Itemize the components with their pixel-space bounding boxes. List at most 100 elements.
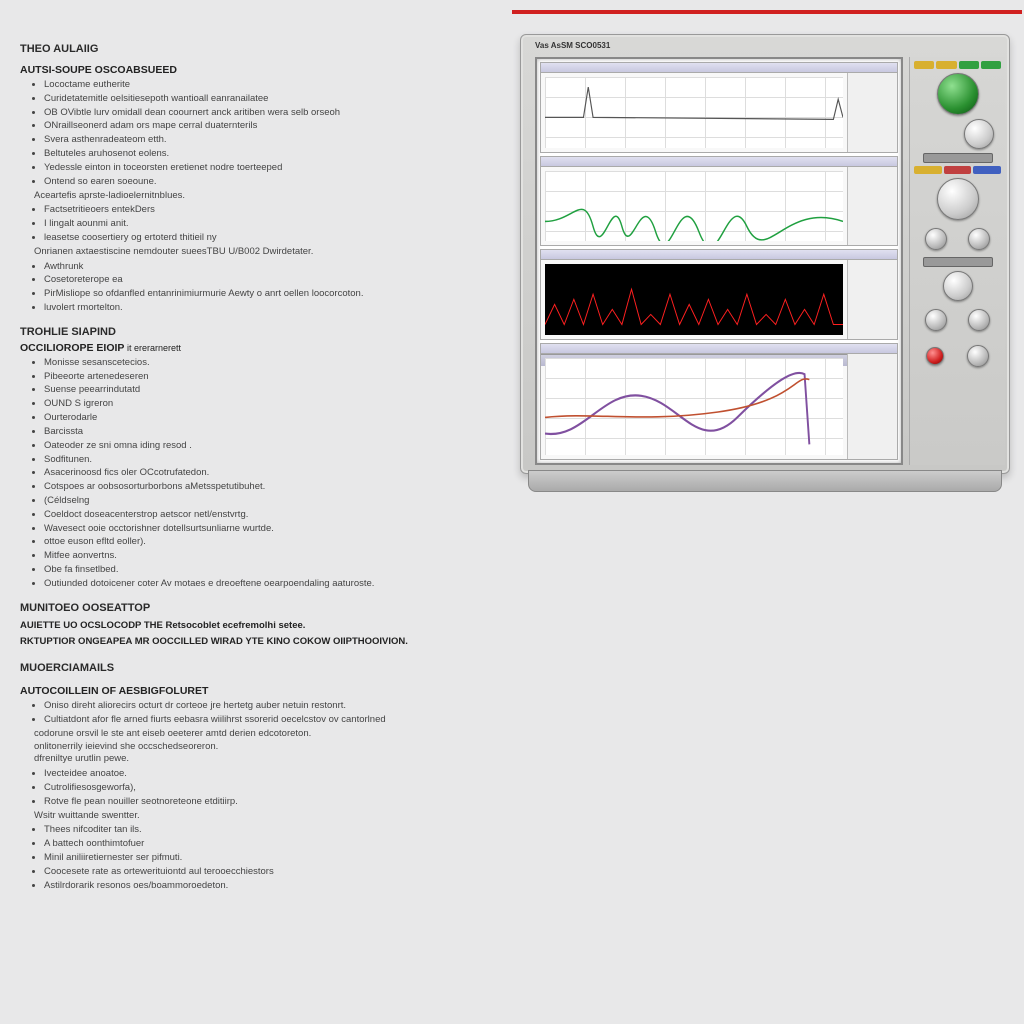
section-3-line: AUIETTE UO OCSLOCODP THE Retsocoblet ece… xyxy=(20,620,500,633)
list-item: Cosetoreterope ea xyxy=(44,274,500,287)
list-item: Minil aniliiretiernester ser pifmuti. xyxy=(44,852,500,865)
curve-panel xyxy=(540,343,898,460)
section-2-list: Monisse sesanscetecios. Pibeeorte artene… xyxy=(20,357,500,591)
soft-button[interactable] xyxy=(914,166,942,174)
section-4-list-c: Thees nifcoditer tan ils. A battech oont… xyxy=(20,824,500,892)
device-brand: Vas AsSM SCO0531 xyxy=(535,41,610,50)
knob[interactable] xyxy=(925,228,947,250)
section-1-list-b: Factsetritieoers entekDers I lingalt aou… xyxy=(20,204,500,244)
soft-button[interactable] xyxy=(959,61,979,69)
device-case: Vas AsSM SCO0531 xyxy=(520,34,1010,474)
list-item: Ivecteidee anoatoe. xyxy=(44,768,500,781)
panel-sidebar xyxy=(847,260,897,339)
list-item: Beltuteles aruhosenot eolens. xyxy=(44,148,500,161)
knob[interactable] xyxy=(967,345,989,367)
section-1-heading: THEO AULAIIG xyxy=(20,42,500,57)
knob[interactable] xyxy=(968,228,990,250)
panel-toolbar xyxy=(541,344,897,354)
oscilloscope-device: Vas AsSM SCO0531 xyxy=(520,34,1010,492)
section-4-subheading: AUTOCOILLEIN OF AESBIGFOLURET xyxy=(20,684,500,698)
section-3-heading: MUNITOEO OOSEATTOP xyxy=(20,601,500,616)
knob[interactable] xyxy=(968,309,990,331)
list-item: Svera asthenradeateom etth. xyxy=(44,134,500,147)
curve xyxy=(545,358,843,455)
list-item: Oateoder ze sni omna iding resod . xyxy=(44,440,500,453)
scale-knob[interactable] xyxy=(937,178,979,220)
list-item: Yedessle einton in toceorsten eretienet … xyxy=(44,162,500,175)
spectrum-panel xyxy=(540,249,898,340)
list-item: Cotspoes ar oobsosorturborbons aMetsspet… xyxy=(44,481,500,494)
list-item: Pibeeorte artenedeseren xyxy=(44,371,500,384)
soft-button[interactable] xyxy=(914,61,934,69)
trigger-button[interactable] xyxy=(926,347,944,365)
list-item: Awthrunk xyxy=(44,261,500,274)
list-item: Sodfitunen. xyxy=(44,454,500,467)
panel-toolbar xyxy=(541,63,897,73)
power-knob[interactable] xyxy=(937,73,979,115)
section-1-subheading: AUTSI-SOUPE OSCOABSUEED xyxy=(20,63,500,77)
section-4-heading: MUOERCIAMAILS xyxy=(20,661,500,676)
list-item: ottoe euson efltd eoller). xyxy=(44,536,500,549)
section-1-list-c: Awthrunk Cosetoreterope ea PirMisliope s… xyxy=(20,261,500,315)
panel-toolbar xyxy=(541,157,897,167)
list-item: Cultiatdont afor fle arned fiurts eebasr… xyxy=(44,714,500,727)
list-item: Obe fa finsetlbed. xyxy=(44,564,500,577)
device-screen xyxy=(535,57,903,465)
list-item: PirMisliope so ofdanfled entanrinimiurmu… xyxy=(44,288,500,301)
list-item: Suense peearrindutatd xyxy=(44,384,500,397)
indent-text: onlitonerrily ieievind she occschedseore… xyxy=(34,741,500,754)
label-slot xyxy=(923,153,993,163)
waveform xyxy=(545,171,843,242)
panel-toolbar xyxy=(541,250,897,260)
list-item: Factsetritieoers entekDers xyxy=(44,204,500,217)
button-row xyxy=(914,166,1001,174)
text-column: THEO AULAIIG AUTSI-SOUPE OSCOABSUEED Loc… xyxy=(20,40,500,894)
device-base xyxy=(528,470,1002,492)
knob[interactable] xyxy=(925,309,947,331)
list-item: Lococtame eutherite xyxy=(44,79,500,92)
section-2-heading: TROHLIE SIAPIND xyxy=(20,325,500,340)
list-item: Monisse sesanscetecios. xyxy=(44,357,500,370)
list-item: Mitfee aonvertns. xyxy=(44,550,500,563)
button-row xyxy=(914,61,1001,69)
knob[interactable] xyxy=(964,119,994,149)
list-item: Outiunded dotoicener coter Av motaes e d… xyxy=(44,578,500,591)
indent-text: Aceartefis aprste-ladioelernitnblues. xyxy=(34,190,500,203)
soft-button[interactable] xyxy=(973,166,1001,174)
list-item: OUND S igreron xyxy=(44,398,500,411)
list-item: (Céldselng xyxy=(44,495,500,508)
list-item: Ourterodarle xyxy=(44,412,500,425)
panel-sidebar xyxy=(847,73,897,152)
list-item: Coocesete rate as ortewerituiontd aul te… xyxy=(44,866,500,879)
soft-button[interactable] xyxy=(936,61,956,69)
label-slot xyxy=(923,257,993,267)
accent-bar xyxy=(512,10,1022,14)
list-item: Curidetatemitle oelsitiesepoth wantioall… xyxy=(44,93,500,106)
section-2-subheading: OCCILIOROPE EIOIP it ererarnerett xyxy=(20,341,500,355)
list-item: ONraillseonerd adam ors mape cerral duat… xyxy=(44,120,500,133)
list-item: Thees nifcoditer tan ils. xyxy=(44,824,500,837)
list-item: A battech oonthimtofuer xyxy=(44,838,500,851)
spectrum xyxy=(545,264,843,335)
soft-button[interactable] xyxy=(944,166,972,174)
list-item: leasetse coosertiery og ertoterd thitiei… xyxy=(44,232,500,245)
panel-sidebar xyxy=(847,167,897,246)
panel-sidebar xyxy=(847,354,897,459)
list-item: Cutrolifiesosgeworfa), xyxy=(44,782,500,795)
list-item: Asacerinoosd fics oler OCcotrufatedon. xyxy=(44,467,500,480)
waveform xyxy=(545,77,843,148)
list-item: Astilrdorarik resonos oes/boammoroedeton… xyxy=(44,880,500,893)
list-item: luvolert rmortelton. xyxy=(44,302,500,315)
list-item: OB OVibtle lurv omidall dean coournert a… xyxy=(44,107,500,120)
section-3-line: RKTUPTIOR ONGEAPEA MR OOCCILLED WIRAD YT… xyxy=(20,636,500,649)
list-item: Oniso direht aliorecirs octurt dr corteo… xyxy=(44,700,500,713)
knob[interactable] xyxy=(943,271,973,301)
indent-text: dfreniltye urutlin pewe. xyxy=(34,753,500,766)
soft-button[interactable] xyxy=(981,61,1001,69)
list-item: I lingalt aounmi anit. xyxy=(44,218,500,231)
list-item: Coeldoct doseacenterstrop aetscor netl/e… xyxy=(44,509,500,522)
section-4-list-b: Ivecteidee anoatoe. Cutrolifiesosgeworfa… xyxy=(20,768,500,808)
waveform-panel-1 xyxy=(540,62,898,153)
list-item: Ontend so earen soeoune. xyxy=(44,176,500,189)
waveform-panel-2 xyxy=(540,156,898,247)
